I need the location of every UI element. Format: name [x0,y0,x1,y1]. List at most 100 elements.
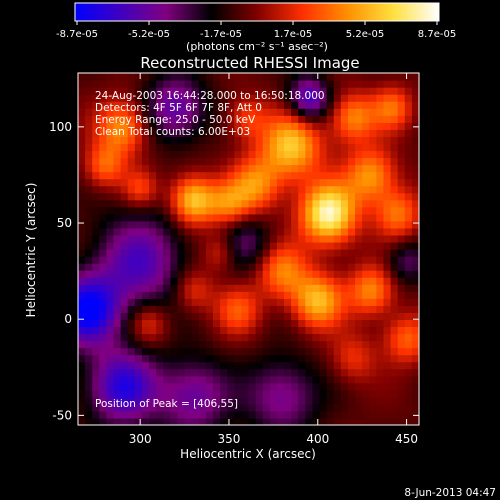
heatmap-cell [347,178,356,187]
heatmap-cell [397,361,406,370]
heatmap-cell [191,333,200,342]
heatmap-cell [291,178,299,187]
heatmap-cell [291,164,299,173]
heatmap-cell [262,192,271,201]
heatmap-cell [184,192,193,201]
heatmap-cell [99,136,108,144]
heatmap-cell [411,284,419,292]
heatmap-cell [85,284,93,292]
heatmap-cell [284,108,292,116]
heatmap-cell [312,354,321,363]
heatmap-cell [227,417,235,425]
heatmap-cell [198,249,207,257]
heatmap-cell [404,291,413,299]
heatmap-cell [383,256,392,264]
heatmap-cell [212,87,221,95]
heatmap-cell [85,206,93,215]
heatmap-cell [276,291,285,299]
heatmap-cell [411,143,419,152]
heatmap-cell [191,382,200,391]
heatmap-cell [170,129,179,137]
heatmap-cell [99,171,108,180]
heatmap-cell [326,241,335,250]
heatmap-cell [262,368,271,377]
heatmap-cell [269,375,278,384]
heatmap-cell [298,396,306,405]
heatmap-cell [149,199,157,208]
heatmap-cell [276,382,285,391]
heatmap-cell [177,333,186,342]
heatmap-cell [404,192,413,201]
heatmap-cell [312,284,321,292]
heatmap-cell [312,143,321,152]
heatmap-cell [156,347,164,356]
heatmap-cell [340,389,349,398]
heatmap-cell [156,206,164,215]
heatmap-cell [156,220,164,229]
heatmap-cell [78,220,86,229]
heatmap-cell [347,249,356,257]
heatmap-cell [291,73,299,81]
heatmap-cell [340,234,349,243]
heatmap-cell [85,403,93,412]
heatmap-cell [205,115,214,123]
heatmap-cell [184,417,193,425]
heatmap-cell [369,347,377,356]
heatmap-cell [269,171,278,180]
heatmap-cell [99,263,108,271]
heatmap-cell [141,234,150,243]
heatmap-cell [397,249,406,257]
heatmap-cell [156,326,164,335]
heatmap-cell [355,227,363,236]
heatmap-cell [362,220,370,229]
heatmap-cell [78,361,86,370]
heatmap-cell [269,396,278,405]
heatmap-cell [291,206,299,215]
heatmap-cell [134,270,143,278]
heatmap-cell [156,312,164,320]
heatmap-cell [92,249,100,257]
heatmap-cell [92,256,100,264]
heatmap-cell [120,256,129,264]
heatmap-cell [340,312,349,320]
heatmap-cell [248,136,257,144]
heatmap-cell [312,382,321,391]
heatmap-cell [85,326,93,335]
heatmap-cell [184,227,193,236]
heatmap-cell [269,178,278,187]
heatmap-cell [184,326,193,335]
heatmap-cell [276,375,285,384]
heatmap-cell [134,213,143,222]
heatmap-cell [248,249,257,257]
heatmap-cell [411,319,419,328]
heatmap-cell [78,164,86,173]
heatmap-cell [141,354,150,363]
heatmap-cell [411,368,419,377]
heatmap-cell [120,333,129,342]
heatmap-cell [99,227,108,236]
heatmap-cell [198,319,207,328]
heatmap-cell [205,164,214,173]
heatmap-cell [269,319,278,328]
heatmap-cell [390,403,399,412]
heatmap-cell [120,199,129,208]
heatmap-cell [205,347,214,356]
heatmap-cell [191,143,200,152]
heatmap-cell [326,368,335,377]
heatmap-cell [298,136,306,144]
heatmap-cell [404,326,413,335]
heatmap-cell [255,150,264,159]
heatmap-cell [248,115,257,123]
heatmap-cell [298,241,306,250]
heatmap-cell [241,396,250,405]
heatmap-cell [85,410,93,419]
heatmap-cell [355,87,363,95]
heatmap-cell [205,108,214,116]
heatmap-cell [333,164,342,173]
heatmap-cell [220,213,228,222]
heatmap-cell [319,333,328,342]
heatmap-cell [163,375,171,384]
heatmap-cell [141,227,150,236]
heatmap-cell [78,291,86,299]
heatmap-cell [369,249,377,257]
